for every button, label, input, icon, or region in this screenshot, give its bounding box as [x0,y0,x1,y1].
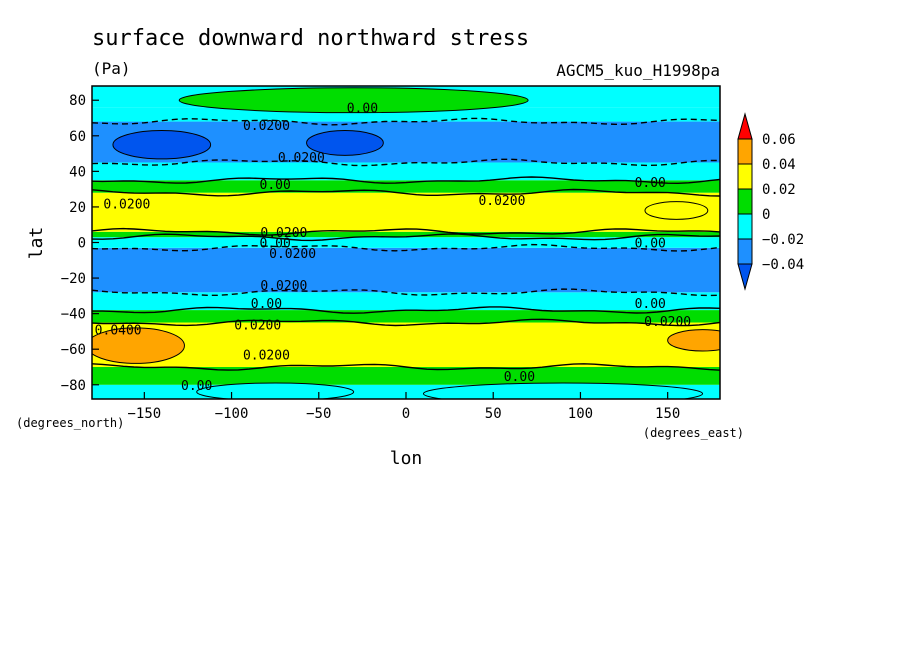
contour-line-dashed-0 [92,288,720,297]
contour-line-solid-0 [92,363,720,371]
y-axis-ticks: −80 −60 −40 −20 0 20 40 60 80 [61,93,99,394]
colorbar-label-5: −0.04 [762,257,804,273]
band-2 [92,322,720,367]
band-7 [92,231,720,238]
y-tick-label-2: −40 [61,307,86,323]
patch-3 [92,327,185,364]
contour-label-11: 0.0200 [260,279,307,294]
x-tick-label-5: 100 [568,406,593,422]
contour-label-10: 0.00 [635,237,666,252]
band-3 [92,310,720,323]
contour-label-8: 0.00 [260,237,291,252]
colorbar-segment-2 [737,163,753,190]
chart-units: (Pa) [92,59,131,78]
band-6 [92,237,720,248]
contour-label-4: 0.0200 [103,197,150,212]
y-tick-label-0: −80 [61,378,86,394]
colorbar-segment-1 [737,138,753,165]
x-axis-ticks: −150 −100 −50 0 50 100 150 [127,392,680,422]
plot-area [92,86,720,399]
patch-1 [306,129,384,156]
contour-label-6: 0.00 [635,176,666,191]
colorbar-segment-5 [737,238,753,265]
band-1 [92,366,720,385]
patch-2 [178,87,529,114]
contour-line-solid-2 [92,306,720,314]
contour-line-dashed-3 [92,117,720,126]
x-tick-label-0: −150 [127,406,161,422]
y-tick-label-7: 60 [69,129,86,145]
contour-line-solid-6 [92,176,720,185]
contour-line-dashed-1 [92,243,720,252]
x-tick-label-4: 50 [485,406,502,422]
patch-4 [667,329,720,352]
contour-line-solid-4 [92,227,720,236]
patch-6 [422,382,704,399]
colorbar-label-2: 0.02 [762,182,796,198]
chart-title: surface downward northward stress [92,26,529,51]
contour-label-18: 0.00 [504,370,535,385]
x-tick-label-3: 0 [402,406,410,422]
contour-line-dashed-2 [92,158,720,167]
patch-7 [644,201,709,220]
x-tick-label-1: −100 [215,406,249,422]
x-axis-unit: (degrees_east) [643,426,744,440]
contour-line-solid-5 [92,188,720,197]
x-axis-label: lon [390,448,423,469]
colorbar-label-3: 0 [762,207,770,223]
band-12 [92,107,720,122]
contour-label-12: 0.00 [251,297,282,312]
patch-0 [112,129,212,160]
contour-line-solid-1 [92,318,720,327]
x-tick-label-2: −50 [306,406,331,422]
contour-label-9: 0.0200 [269,247,316,262]
x-tick-label-6: 150 [655,406,680,422]
colorbar-segment-3 [737,188,753,215]
colorbar-label-1: 0.04 [762,157,796,173]
band-10 [92,162,720,181]
contour-label-3: 0.00 [260,178,291,193]
contour-label-17: 0.0200 [243,349,290,364]
y-axis-unit: (degrees_north) [16,416,124,430]
contour-label-2: 0.0200 [278,151,325,166]
contour-label-5: 0.0200 [478,194,525,209]
contour-label-16: 0.0400 [95,324,142,339]
patch-5 [196,382,355,399]
y-tick-label-1: −60 [61,342,86,358]
y-tick-label-4: 0 [78,236,86,252]
y-tick-label-6: 40 [69,164,86,180]
y-axis-label: lat [26,227,47,260]
contour-label-0: 0.00 [347,101,378,116]
y-tick-label-3: −20 [61,271,86,287]
contour-label-1: 0.0200 [243,119,290,134]
contour-label-13: 0.00 [635,297,666,312]
colorbar-label-4: −0.02 [762,232,804,248]
colorbar-arrow-bottom [737,263,753,291]
contour-label-19: 0.00 [181,379,212,394]
colorbar-label-0: 0.06 [762,132,796,148]
dataset-label: AGCM5_kuo_H1998pa [556,61,720,80]
contour-label-15: 0.0200 [644,315,691,330]
contour-line-solid-3 [92,233,720,242]
colorbar: 0.06 0.04 0.02 0 −0.02 −0.04 [737,112,804,291]
band-4 [92,292,720,311]
colorbar-arrow-top [737,112,753,140]
contour-label-14: 0.0200 [234,318,281,333]
band-8 [92,192,720,232]
colorbar-segment-4 [737,213,753,240]
y-tick-label-8: 80 [69,93,86,109]
band-5 [92,247,720,293]
y-tick-label-5: 20 [69,200,86,216]
contour-label-7: 0.0200 [260,226,307,241]
